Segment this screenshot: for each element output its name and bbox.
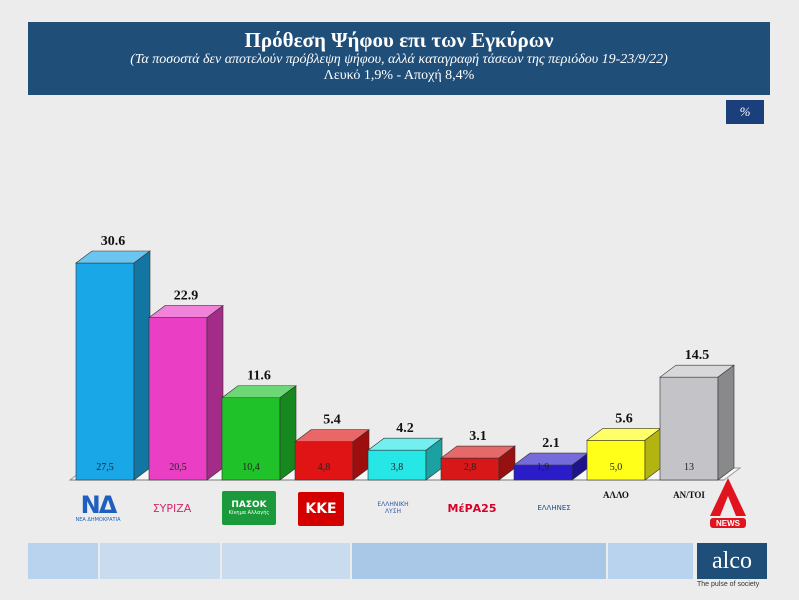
elliniki-lysi-logo: ΕΛΛΗΝΙΚΗ ΛΥΣΗ xyxy=(368,488,418,528)
strip-segment xyxy=(100,543,220,579)
bar-inner-label: 13 xyxy=(684,462,694,473)
bar-inner-label: 10,4 xyxy=(242,462,260,473)
bar-value-label: 11.6 xyxy=(247,369,271,384)
pasok-logo: ΠΑΣΟΚ Κίνημα Αλλαγής xyxy=(222,491,276,525)
bar-inner-label: 1,9 xyxy=(537,462,550,473)
bar-value-label: 5.4 xyxy=(323,413,341,428)
strip-segment xyxy=(28,543,98,579)
nd-logo: ΝΔ ΝΕΑ ΔΗΜΟΚΡΑΤΙΑ xyxy=(68,488,128,528)
elliniki-lysi-logo-mark: ΕΛΛΗΝΙΚΗ ΛΥΣΗ xyxy=(377,501,409,515)
bar-inner-label: 3,8 xyxy=(391,462,404,473)
chart-header: Πρόθεση Ψήφου επι των Εγκύρων (Τα ποσοστ… xyxy=(28,22,770,95)
bar-front xyxy=(221,397,281,481)
mera25-logo-mark: ΜέΡΑ25 xyxy=(447,501,497,515)
bar-value-label: 30.6 xyxy=(101,234,126,249)
bar-inner-label: 2,8 xyxy=(464,462,477,473)
chart-subtitle: (Τα ποσοστά δεν αποτελούν πρόβλεψη ψήφου… xyxy=(130,52,668,67)
kke-logo: ΚΚΕ xyxy=(298,492,344,526)
bar-value-label: 4.2 xyxy=(396,421,414,436)
unit-badge: % xyxy=(726,100,764,124)
strip-segment xyxy=(608,543,693,579)
bar-side xyxy=(133,250,151,481)
bar-value-label: 22.9 xyxy=(174,289,199,304)
alpha-news-logo: NEWS xyxy=(706,476,750,534)
chart-title: Πρόθεση Ψήφου επι των Εγκύρων xyxy=(244,28,554,52)
bar-front xyxy=(294,441,354,481)
bar-front xyxy=(367,449,427,481)
pasok-logo-mark: ΠΑΣΟΚ xyxy=(231,500,267,510)
bar-value-label: 2.1 xyxy=(542,436,560,451)
syriza-logo: ΣΥΡΙΖΑ xyxy=(148,488,196,528)
bar-value-label: 14.5 xyxy=(685,348,710,363)
bar-front xyxy=(659,376,719,481)
bar-inner-label: 5,0 xyxy=(610,462,623,473)
bar-front xyxy=(75,262,135,481)
kke-logo-mark: ΚΚΕ xyxy=(305,501,337,517)
alco-tagline: The pulse of society xyxy=(697,581,760,588)
bar-front xyxy=(586,439,646,481)
bar-side xyxy=(206,305,224,481)
strip-segment xyxy=(222,543,350,579)
chart-note: Λευκό 1,9% - Αποχή 8,4% xyxy=(323,68,475,83)
bar-inner-label: 27,5 xyxy=(96,462,114,473)
bar-side xyxy=(279,385,297,481)
bottom-strip xyxy=(28,543,693,579)
alco-logo: alco xyxy=(697,543,767,579)
category-label: ΑΝ/ΤΟΙ xyxy=(673,490,705,500)
ellines-logo-mark: ΕΛΛΗΝΕΣ xyxy=(537,504,571,512)
bar-inner-label: 4,8 xyxy=(318,462,331,473)
mera25-logo: ΜέΡΑ25 xyxy=(444,488,500,528)
category-label: ΑΛΛΟ xyxy=(603,490,629,500)
bar-side xyxy=(717,364,735,481)
bar-value-label: 5.6 xyxy=(615,411,633,426)
ellines-logo: ΕΛΛΗΝΕΣ xyxy=(526,488,582,528)
bar-value-label: 3.1 xyxy=(469,429,487,444)
bar-inner-label: 20,5 xyxy=(169,462,187,473)
nd-logo-text: ΝΕΑ ΔΗΜΟΚΡΑΤΙΑ xyxy=(75,517,121,523)
syriza-logo-mark: ΣΥΡΙΖΑ xyxy=(152,501,192,515)
nd-logo-mark: ΝΔ xyxy=(80,491,118,519)
pasok-logo-text: Κίνημα Αλλαγής xyxy=(228,510,270,516)
bar-front xyxy=(148,317,208,481)
alpha-news-icon: NEWS xyxy=(710,478,746,528)
alpha-news-label: NEWS xyxy=(716,519,741,528)
strip-segment xyxy=(352,543,606,579)
